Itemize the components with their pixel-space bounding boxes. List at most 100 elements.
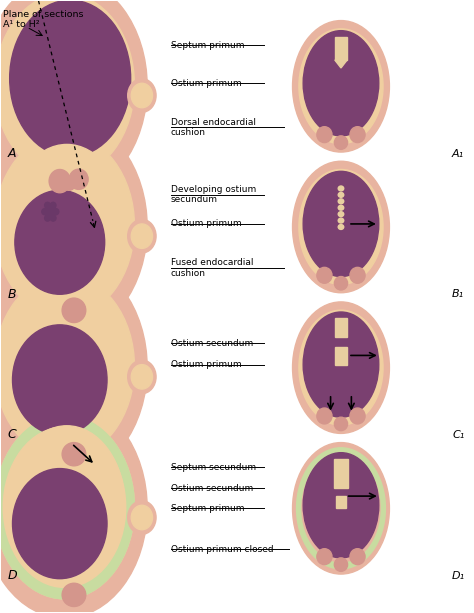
Text: B: B: [8, 287, 17, 301]
Ellipse shape: [53, 208, 59, 215]
Ellipse shape: [317, 127, 332, 143]
Ellipse shape: [338, 224, 344, 229]
Ellipse shape: [334, 417, 347, 431]
Ellipse shape: [62, 443, 86, 466]
Ellipse shape: [62, 298, 86, 322]
Ellipse shape: [338, 218, 344, 223]
Ellipse shape: [62, 583, 86, 606]
Text: B₁: B₁: [452, 289, 464, 299]
Ellipse shape: [317, 549, 332, 565]
Ellipse shape: [338, 186, 344, 191]
Ellipse shape: [128, 360, 156, 394]
Ellipse shape: [292, 161, 390, 293]
Ellipse shape: [317, 267, 332, 283]
Ellipse shape: [12, 325, 107, 435]
Text: A₁: A₁: [452, 148, 464, 159]
Ellipse shape: [9, 0, 131, 157]
Ellipse shape: [0, 398, 147, 613]
Ellipse shape: [303, 312, 379, 417]
Text: Ostium secundum: Ostium secundum: [171, 339, 253, 348]
Ellipse shape: [338, 199, 344, 204]
Text: Septum primum: Septum primum: [171, 41, 244, 50]
Ellipse shape: [46, 362, 64, 398]
Ellipse shape: [350, 549, 365, 565]
Ellipse shape: [298, 169, 384, 286]
Ellipse shape: [12, 468, 107, 579]
Ellipse shape: [15, 190, 105, 294]
Ellipse shape: [298, 309, 384, 427]
Ellipse shape: [334, 136, 347, 150]
Ellipse shape: [299, 310, 383, 425]
Ellipse shape: [45, 202, 50, 208]
Ellipse shape: [131, 365, 153, 389]
Ellipse shape: [9, 426, 125, 585]
Ellipse shape: [42, 208, 47, 215]
Ellipse shape: [292, 302, 390, 433]
Ellipse shape: [338, 211, 344, 216]
Ellipse shape: [50, 202, 56, 208]
Ellipse shape: [69, 169, 88, 189]
Ellipse shape: [299, 29, 383, 144]
Text: C: C: [8, 428, 17, 441]
Text: D₁: D₁: [452, 571, 465, 581]
Ellipse shape: [128, 501, 156, 535]
Ellipse shape: [0, 416, 135, 599]
Bar: [335, 318, 347, 337]
Bar: [335, 348, 347, 365]
Ellipse shape: [303, 31, 379, 136]
Ellipse shape: [3, 427, 126, 587]
Ellipse shape: [131, 83, 153, 108]
Circle shape: [47, 207, 54, 216]
Text: Ostium primum: Ostium primum: [171, 360, 241, 369]
Ellipse shape: [0, 275, 135, 458]
Ellipse shape: [131, 224, 153, 248]
Ellipse shape: [317, 408, 332, 424]
Ellipse shape: [10, 145, 124, 297]
Bar: [336, 496, 346, 508]
Bar: [335, 37, 347, 60]
Ellipse shape: [50, 215, 56, 221]
Ellipse shape: [46, 502, 64, 539]
Ellipse shape: [0, 117, 147, 337]
Ellipse shape: [128, 78, 156, 112]
Ellipse shape: [338, 192, 344, 197]
Text: Ostium primum: Ostium primum: [171, 219, 241, 229]
Text: Ostium primum: Ostium primum: [171, 78, 241, 88]
Ellipse shape: [0, 134, 135, 318]
Text: Ostium secundum: Ostium secundum: [171, 484, 253, 493]
Ellipse shape: [131, 505, 153, 530]
Text: D: D: [8, 569, 18, 582]
Ellipse shape: [350, 267, 365, 283]
Ellipse shape: [0, 0, 147, 196]
Ellipse shape: [298, 28, 384, 145]
Text: Ostium primum closed: Ostium primum closed: [171, 545, 273, 554]
Ellipse shape: [0, 0, 135, 177]
Ellipse shape: [64, 178, 75, 190]
Text: A: A: [8, 147, 16, 160]
Ellipse shape: [9, 285, 125, 444]
Ellipse shape: [338, 205, 344, 210]
Ellipse shape: [292, 21, 390, 152]
Ellipse shape: [128, 219, 156, 253]
Ellipse shape: [303, 452, 379, 558]
Ellipse shape: [45, 215, 50, 221]
Ellipse shape: [334, 558, 347, 571]
Text: Septum secundum: Septum secundum: [171, 463, 256, 472]
Text: Dorsal endocardial
cushion: Dorsal endocardial cushion: [171, 118, 256, 137]
Text: Plane of sections: Plane of sections: [3, 10, 83, 19]
Bar: [334, 459, 348, 488]
Polygon shape: [335, 60, 347, 68]
Ellipse shape: [334, 276, 347, 290]
Ellipse shape: [49, 170, 71, 192]
Text: A¹ to H²: A¹ to H²: [3, 20, 40, 29]
Text: Fused endocardial
cushion: Fused endocardial cushion: [171, 258, 253, 278]
Text: Septum primum: Septum primum: [171, 504, 244, 513]
Ellipse shape: [299, 170, 383, 284]
Ellipse shape: [302, 455, 380, 562]
Text: Developing ostium
secundum: Developing ostium secundum: [171, 185, 256, 204]
Ellipse shape: [350, 127, 365, 143]
Ellipse shape: [0, 416, 135, 599]
Ellipse shape: [350, 408, 365, 424]
Ellipse shape: [297, 447, 385, 569]
Ellipse shape: [0, 258, 147, 478]
